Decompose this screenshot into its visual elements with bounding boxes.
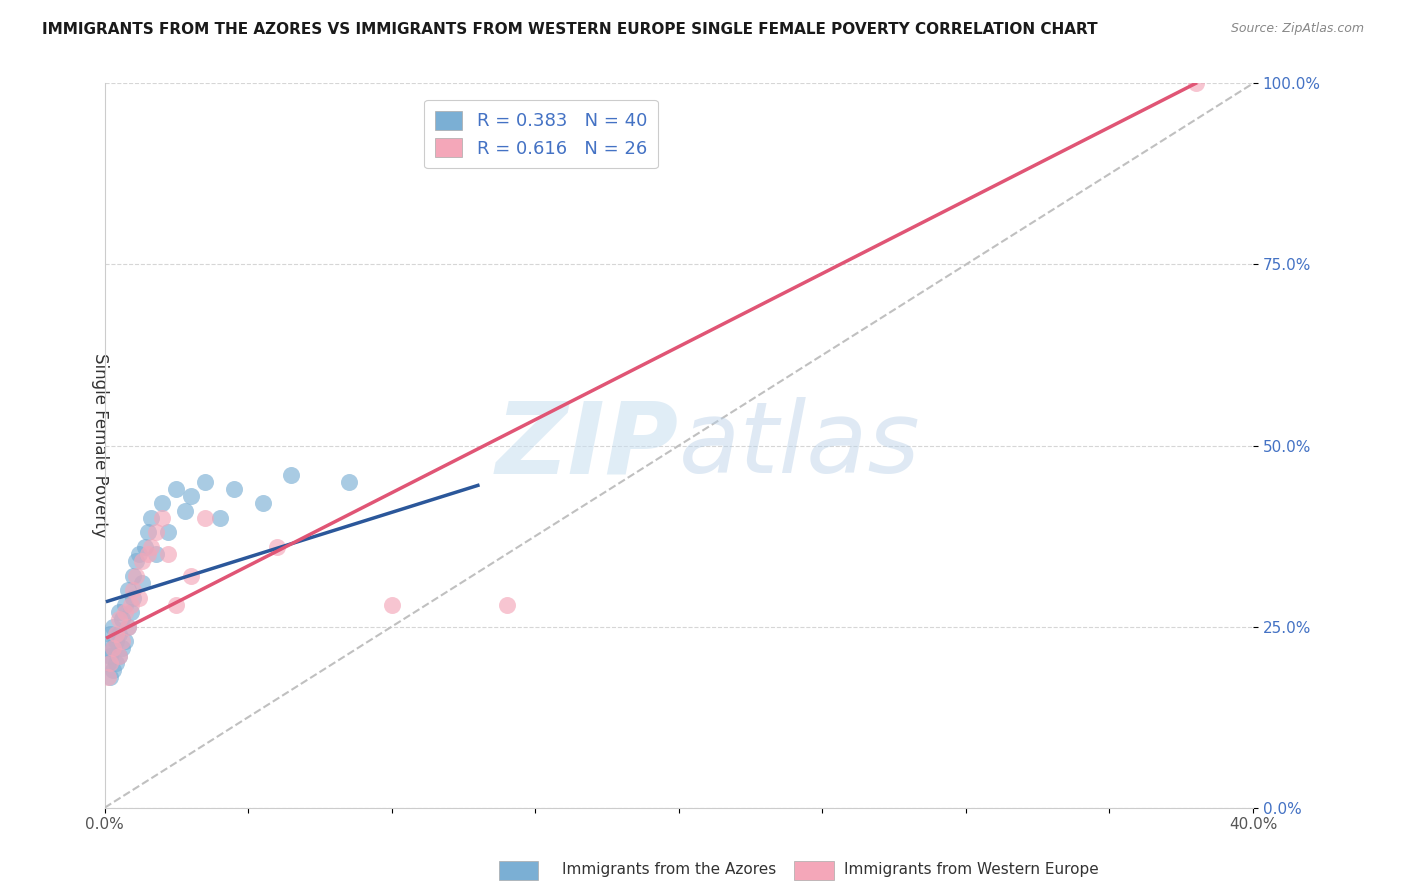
Point (125, 554, 148, 568)
Point (108, 612, 131, 626)
Point (117, 583, 139, 598)
Point (125, 569, 148, 583)
Point (100, 656, 122, 670)
Point (100, 670, 122, 684)
Point (194, 475, 217, 489)
Point (128, 591, 150, 605)
Point (381, 598, 404, 612)
Point (114, 634, 136, 648)
Text: atlas: atlas (679, 397, 921, 494)
Point (156, 525, 179, 540)
Point (105, 627, 128, 641)
Point (495, 598, 517, 612)
Point (208, 511, 231, 525)
Point (108, 648, 131, 663)
Point (114, 605, 136, 619)
Point (165, 598, 187, 612)
Point (96, 670, 118, 684)
Point (117, 619, 139, 633)
Point (222, 482, 245, 496)
Point (122, 591, 145, 605)
Point (150, 496, 173, 510)
Point (108, 627, 131, 641)
Point (180, 569, 202, 583)
Point (150, 511, 173, 525)
Point (120, 605, 142, 619)
Point (117, 619, 139, 633)
Point (120, 598, 142, 612)
Point (100, 627, 122, 641)
Point (114, 598, 136, 612)
Point (122, 583, 145, 598)
Point (145, 547, 167, 561)
Point (266, 540, 288, 554)
Point (111, 641, 134, 656)
Point (103, 641, 125, 656)
Point (337, 475, 360, 489)
Text: Source: ZipAtlas.com: Source: ZipAtlas.com (1230, 22, 1364, 36)
Point (280, 467, 302, 482)
Point (134, 540, 156, 554)
Point (252, 496, 274, 510)
Point (111, 634, 134, 648)
Point (96, 656, 118, 670)
Point (96, 641, 118, 656)
Point (100, 648, 122, 663)
Point (165, 482, 187, 496)
Text: ZIP: ZIP (496, 397, 679, 494)
Text: IMMIGRANTS FROM THE AZORES VS IMMIGRANTS FROM WESTERN EUROPE SINGLE FEMALE POVER: IMMIGRANTS FROM THE AZORES VS IMMIGRANTS… (42, 22, 1098, 37)
Point (108, 605, 131, 619)
Point (103, 641, 125, 656)
Point (180, 489, 202, 503)
Legend: R = 0.383   N = 40, R = 0.616   N = 26: R = 0.383 N = 40, R = 0.616 N = 26 (425, 100, 658, 169)
Point (103, 619, 125, 633)
Point (111, 612, 134, 626)
Point (136, 547, 159, 561)
Text: Immigrants from the Azores: Immigrants from the Azores (562, 863, 776, 877)
Point (194, 511, 217, 525)
Y-axis label: Single Female Poverty: Single Female Poverty (91, 353, 108, 538)
Point (145, 525, 167, 540)
Point (136, 525, 159, 540)
Point (105, 656, 128, 670)
Point (139, 511, 162, 525)
Point (105, 634, 128, 648)
Point (108, 648, 131, 663)
Point (174, 504, 197, 518)
Point (128, 547, 150, 561)
Point (156, 547, 179, 561)
Point (1184, 77, 1206, 91)
Point (131, 554, 153, 568)
Point (103, 663, 125, 677)
Point (139, 540, 162, 554)
Point (131, 576, 153, 591)
Text: Immigrants from Western Europe: Immigrants from Western Europe (844, 863, 1098, 877)
Point (122, 569, 145, 583)
